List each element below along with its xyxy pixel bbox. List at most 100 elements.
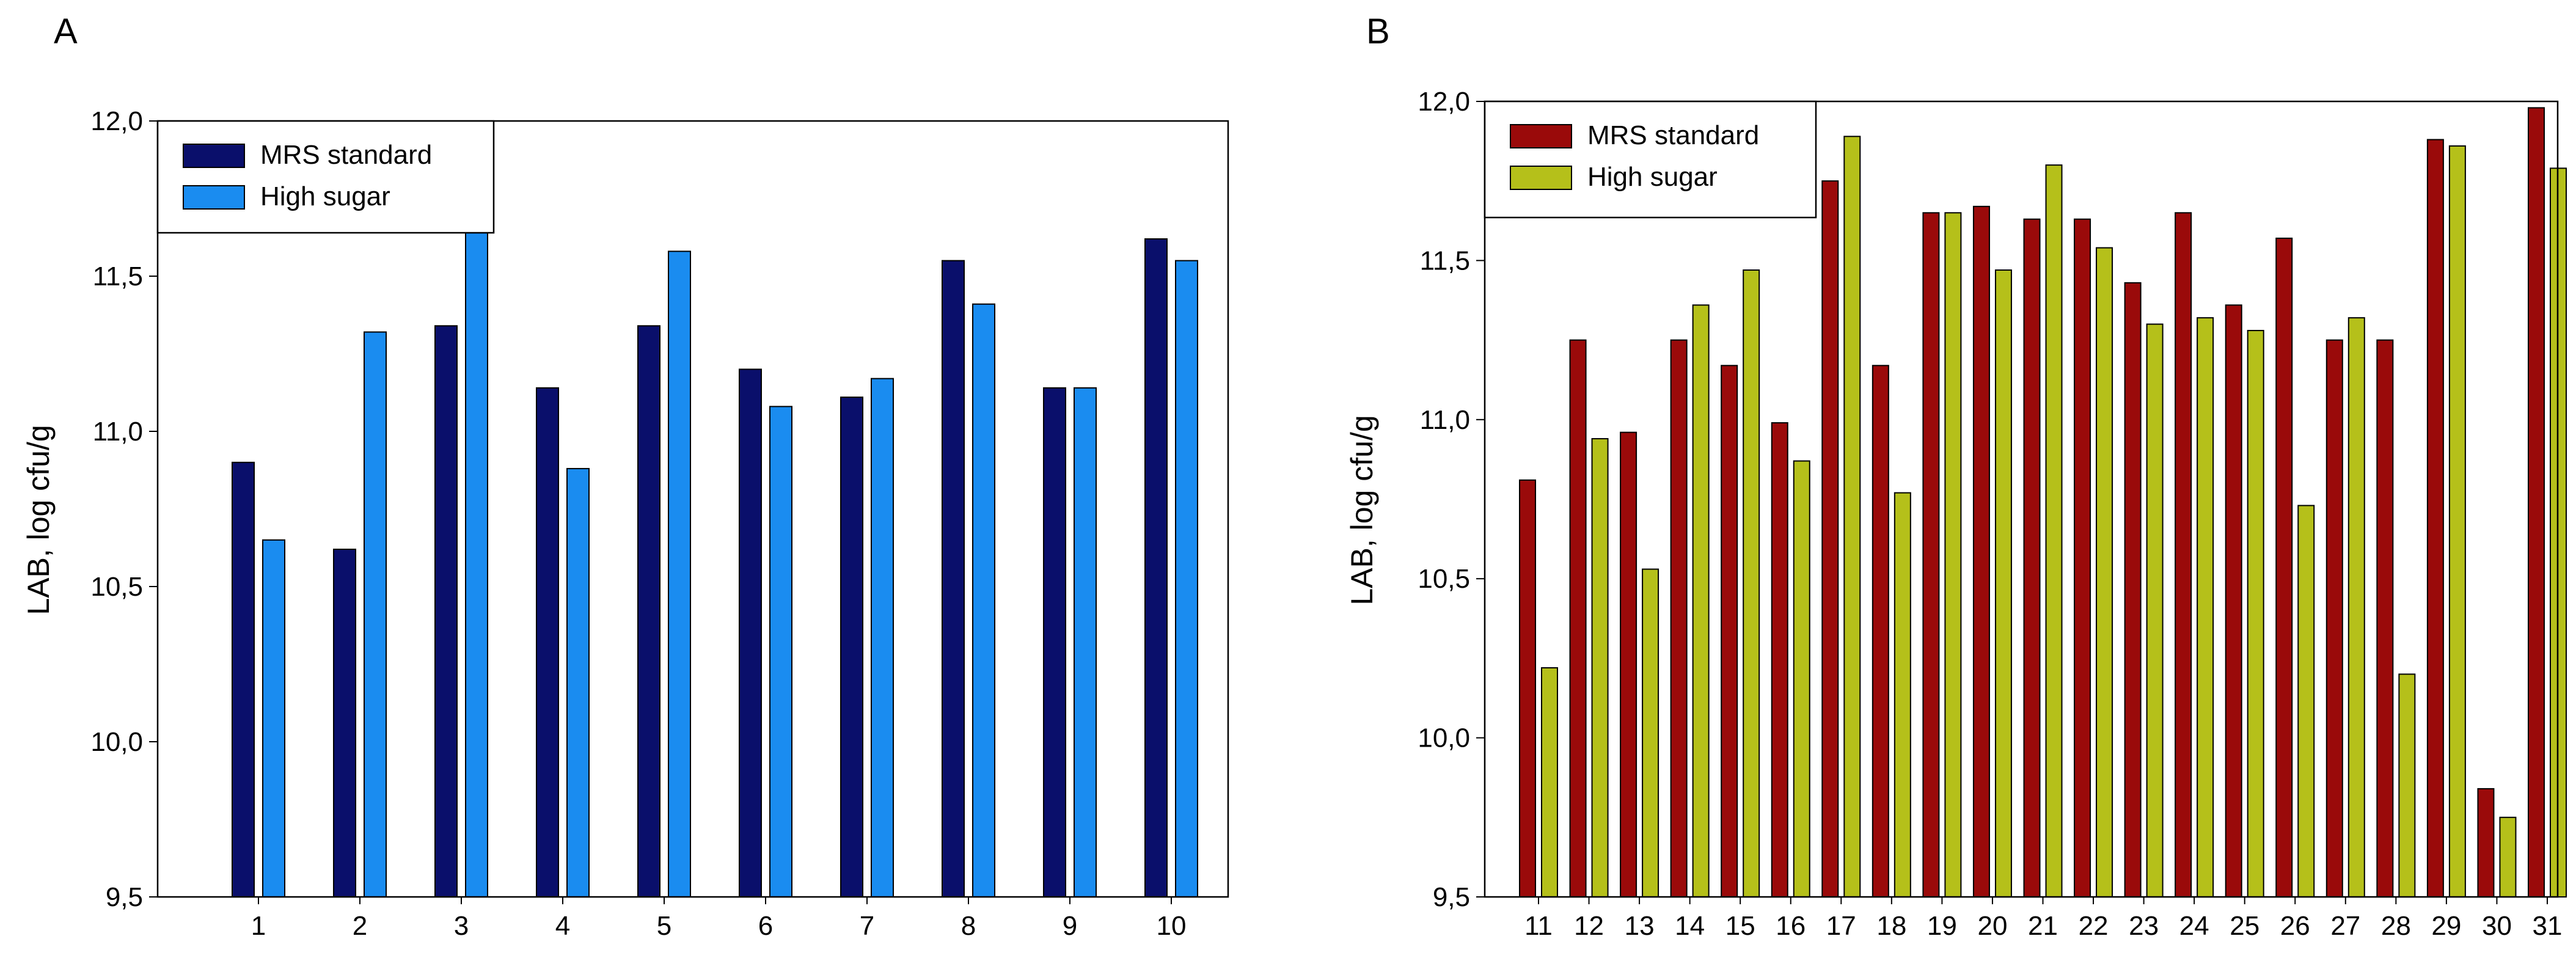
x-tick-label-19: 19	[1927, 911, 1957, 941]
y-tick-label: 10,0	[1418, 723, 1470, 753]
bar-mrs-standard-2	[333, 549, 356, 898]
x-tick-label-8: 8	[961, 911, 976, 941]
bar-high-sugar-11	[1541, 667, 1558, 898]
x-tick-label-13: 13	[1625, 911, 1655, 941]
bar-high-sugar-27	[2347, 317, 2365, 898]
bar-mrs-standard-24	[2175, 212, 2192, 898]
y-tick-label: 11,0	[1420, 405, 1470, 435]
plot-frame	[156, 120, 1229, 898]
bar-high-sugar-5	[668, 250, 691, 898]
x-tick-label-23: 23	[2129, 911, 2159, 941]
legend-swatch-mrs-standard	[1510, 124, 1572, 148]
bar-mrs-standard-6	[739, 368, 762, 898]
y-tick-label: 11,0	[93, 417, 143, 447]
bar-high-sugar-9	[1074, 387, 1097, 898]
y-tick-label: 11,5	[1420, 246, 1470, 276]
chart-a: 1 2 3 4 5 6 7 8 9 10 9,5 10,0 10,5 11,0 11,5 12,0 LAB, l…	[21, 106, 1229, 941]
bar-mrs-standard-3	[434, 325, 458, 898]
x-tick-label-31: 31	[2533, 911, 2563, 941]
bar-high-sugar-8	[972, 303, 995, 898]
legend: MRS standard High sugar	[156, 120, 495, 234]
bar-high-sugar-15	[1743, 269, 1760, 898]
legend-box	[156, 120, 495, 234]
x-tick-label-15: 15	[1725, 911, 1755, 941]
legend-label-mrs-standard: MRS standard	[260, 140, 432, 170]
x-tick-label-17: 17	[1826, 911, 1856, 941]
panel-label-a: A	[54, 12, 78, 51]
x-tick-label-1: 1	[251, 911, 266, 941]
bar-mrs-standard-25	[2225, 304, 2242, 898]
y-axis-title: LAB, log cfu/g	[1345, 415, 1379, 605]
bar-mrs-standard-8	[942, 260, 965, 898]
bar-high-sugar-10	[1175, 260, 1198, 898]
x-tick-label-11: 11	[1524, 911, 1553, 941]
bar-mrs-standard-31	[2528, 107, 2545, 898]
x-tick-label-2: 2	[353, 911, 367, 941]
bar-mrs-standard-19	[1922, 212, 1940, 898]
bar-mrs-standard-12	[1569, 339, 1587, 898]
y-tick-label: 9,5	[106, 882, 143, 912]
bar-mrs-standard-7	[840, 397, 863, 898]
bar-mrs-standard-23	[2124, 282, 2142, 898]
legend-label-mrs-standard: MRS standard	[1587, 120, 1759, 150]
bar-mrs-standard-4	[536, 387, 559, 898]
bar-mrs-standard-5	[637, 325, 660, 898]
y-tick-label: 9,5	[1433, 882, 1470, 912]
bar-mrs-standard-11	[1519, 479, 1536, 898]
bar-mrs-standard-17	[1821, 180, 1839, 898]
x-tick-label-27: 27	[2330, 911, 2360, 941]
bar-mrs-standard-15	[1721, 365, 1738, 898]
bar-high-sugar-2	[364, 331, 387, 898]
bar-mrs-standard-1	[232, 461, 255, 898]
x-tick-label-7: 7	[860, 911, 874, 941]
bar-high-sugar-24	[2197, 317, 2214, 898]
x-tick-label-20: 20	[1977, 911, 2007, 941]
bar-high-sugar-14	[1692, 304, 1710, 898]
bar-mrs-standard-13	[1620, 431, 1637, 898]
bar-mrs-standard-20	[1972, 205, 1990, 898]
bar-high-sugar-28	[2398, 673, 2416, 898]
bar-high-sugar-29	[2448, 145, 2466, 898]
bar-mrs-standard-14	[1670, 339, 1688, 898]
bar-high-sugar-18	[1894, 492, 1911, 898]
x-tick-label-12: 12	[1574, 911, 1604, 941]
x-tick-label-21: 21	[2028, 911, 2058, 941]
x-tick-label-18: 18	[1876, 911, 1906, 941]
legend-label-high-sugar: High sugar	[1587, 162, 1718, 192]
bar-high-sugar-23	[2146, 323, 2164, 898]
bar-high-sugar-20	[1994, 269, 2012, 898]
bar-mrs-standard-27	[2325, 339, 2343, 898]
bar-high-sugar-21	[2045, 164, 2063, 898]
x-tick-label-14: 14	[1675, 911, 1705, 941]
y-tick-label: 10,5	[1418, 564, 1470, 594]
bar-mrs-standard-26	[2275, 237, 2293, 898]
plot-frame	[1484, 100, 2559, 898]
legend-swatch-high-sugar	[183, 185, 245, 210]
x-tick-label-30: 30	[2482, 911, 2512, 941]
bar-high-sugar-1	[262, 539, 285, 898]
x-tick-label-24: 24	[2179, 911, 2209, 941]
bar-mrs-standard-29	[2426, 139, 2444, 898]
y-tick-label: 12,0	[1418, 87, 1470, 117]
legend: MRS standard High sugar	[1484, 100, 1817, 219]
bar-high-sugar-26	[2297, 505, 2315, 898]
x-tick-label-26: 26	[2280, 911, 2310, 941]
legend-label-high-sugar: High sugar	[260, 181, 390, 211]
bar-mrs-standard-10	[1144, 238, 1168, 898]
y-tick-label: 11,5	[93, 261, 143, 291]
bar-high-sugar-6	[769, 406, 792, 898]
bar-high-sugar-19	[1944, 212, 1962, 898]
bar-high-sugar-12	[1591, 438, 1609, 898]
x-tick-label-29: 29	[2431, 911, 2461, 941]
bar-high-sugar-3	[465, 167, 488, 898]
bar-high-sugar-7	[871, 378, 894, 898]
x-tick-label-28: 28	[2381, 911, 2411, 941]
bar-high-sugar-22	[2096, 247, 2113, 898]
bar-mrs-standard-9	[1043, 387, 1066, 898]
y-axis-title: LAB, log cfu/g	[21, 425, 56, 615]
bar-mrs-standard-22	[2074, 218, 2091, 898]
bar-mrs-standard-21	[2023, 218, 2041, 898]
chart-b: 11 12 13 14 15 16 17 18 19 20 21 22 23 24 25 26 27 28 29 30…	[1345, 87, 2567, 941]
legend-swatch-mrs-standard	[183, 144, 245, 168]
x-tick-label-5: 5	[657, 911, 671, 941]
